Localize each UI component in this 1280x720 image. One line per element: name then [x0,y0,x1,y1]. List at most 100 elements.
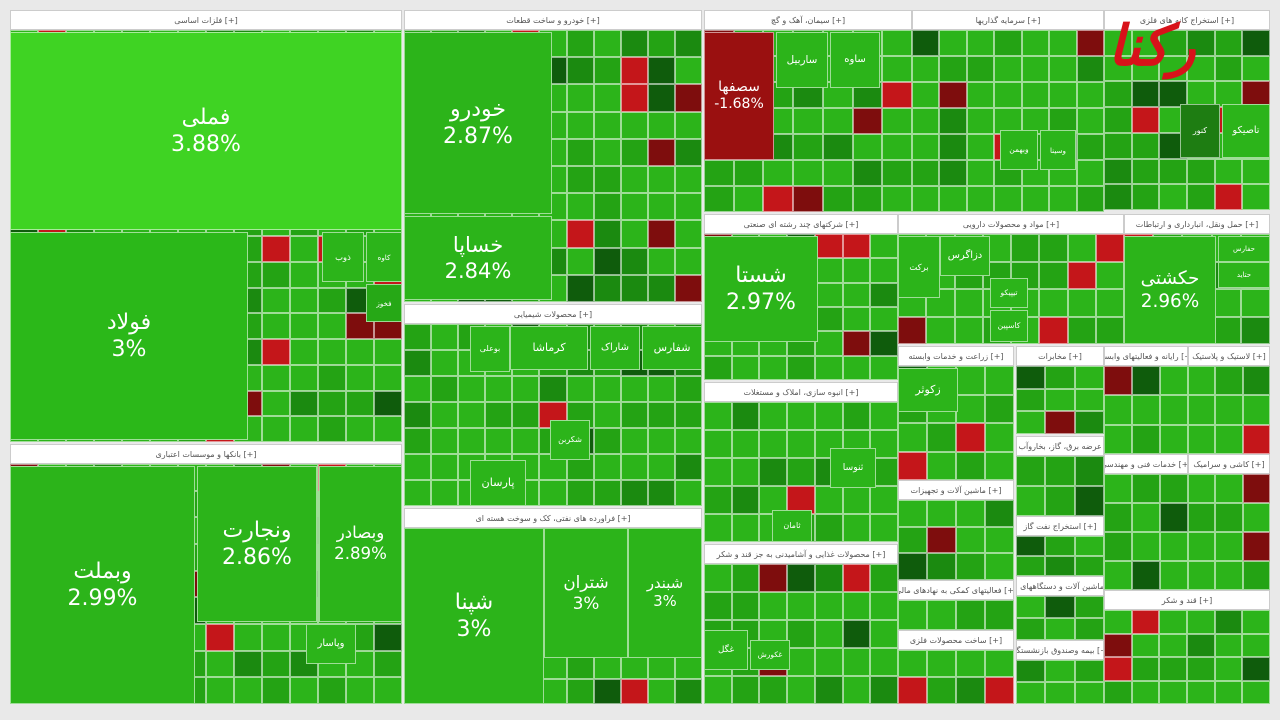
stock-tile[interactable]: حتاید [1218,262,1270,288]
stock-tile[interactable]: تاصیکو [1222,104,1270,158]
small-tile [704,356,732,380]
sector-header[interactable]: خدمات فنی و مهندسی [+] [1104,454,1188,474]
small-tile [374,339,402,365]
small-tile [594,679,621,704]
small-tile [823,108,853,134]
stock-label: برکت [909,261,929,272]
sector-header[interactable]: استخراج نفت گاز [+] [1016,516,1104,536]
stock-tile[interactable]: ثنوسا [830,448,876,488]
small-tile [234,651,262,677]
small-tile [985,395,1014,423]
small-tile [1039,289,1068,317]
small-tile [594,139,621,166]
stock-tile[interactable]: فخوز [366,284,402,322]
stock-tile[interactable]: شبندر 3% [628,528,702,658]
stock-tile[interactable]: غکورش [750,640,790,670]
sector-header[interactable]: قند و شکر [+] [1104,590,1270,610]
stock-tile[interactable]: کاوه [366,232,402,282]
sector-header[interactable]: لاستیک و پلاستیک [+] [1188,346,1270,366]
sector-header[interactable]: فراورده های نفتی، کک و سوخت هسته ای [+] [404,508,702,528]
sector-header[interactable]: حمل ونقل، انبارداری و ارتباطات [+] [1124,214,1270,234]
stock-tile[interactable]: فملی 3.88% [10,32,402,230]
small-tile [290,365,318,391]
small-tile [1096,262,1124,289]
sector-header[interactable]: فعالیتهای کمکی به نهادهای مالی [+] [898,580,1014,600]
small-tile [732,486,759,514]
stock-tile[interactable]: کنور [1180,104,1220,158]
stock-tile[interactable]: حکشتی 2.96% [1124,236,1216,344]
stock-tile[interactable]: خودرو 2.87% [404,32,552,214]
stock-tile[interactable]: وبهمن [1000,130,1038,170]
small-tile [1187,184,1215,210]
stock-tile[interactable]: ذوب [322,232,364,282]
stock-tile[interactable]: شکربن [550,420,590,460]
small-tile [898,317,926,344]
small-tile [1077,134,1104,160]
small-tile [704,186,734,212]
stock-tile[interactable]: شاراک [590,326,640,370]
small-tile [648,193,675,220]
sector-header[interactable]: شرکتهای چند رشته ای صنعتی [+] [704,214,898,234]
stock-tile[interactable]: ثامان [772,510,812,542]
small-tile [985,366,1014,395]
stock-tile[interactable]: خساپا 2.84% [404,216,552,300]
stock-tile[interactable]: شفارس [642,326,702,370]
stock-tile[interactable]: زکوثر [898,368,958,412]
sector-header[interactable]: رایانه و فعالیتهای وابسته [+] [1104,346,1188,366]
small-tile [853,186,882,212]
small-tile [823,160,853,186]
sector-header[interactable]: ماشین آلات و دستگاههای برقی [+] [1016,576,1104,596]
stock-tile[interactable]: غگل [704,630,748,670]
sector-header[interactable]: سرمایه گذاریها [+] [912,10,1104,30]
sector-header[interactable]: کاشی و سرامیک [+] [1188,454,1270,474]
stock-tile[interactable]: ونجارت 2.86% [197,466,317,622]
sector-header[interactable]: سیمان، آهک و گچ [+] [704,10,912,30]
small-tile [512,428,539,454]
small-tile [431,480,458,506]
small-tile [927,452,956,480]
sector-header[interactable]: انبوه سازی، املاک و مستغلات [+] [704,382,898,402]
stock-label: فملی [181,104,231,130]
sector-header[interactable]: استخراج کانه های فلزی [+] [1104,10,1270,30]
small-tile [815,620,843,648]
sector-header[interactable]: بیمه وصندوق بازنشستگی [+] [1016,640,1104,660]
small-tile [704,486,732,514]
stock-tile[interactable]: دزاگرس [940,236,990,276]
sector-header[interactable]: ماشین آلات و تجهیزات [+] [898,480,1014,500]
stock-tile[interactable]: تیپیکو [990,278,1028,308]
small-tile [567,193,594,220]
stock-tile[interactable]: کاسپین [990,310,1028,342]
stock-tile[interactable]: کرماشا [510,326,588,370]
stock-tile[interactable]: وبملت 2.99% [10,466,195,704]
stock-tile[interactable]: شتران 3% [544,528,628,658]
stock-tile[interactable]: شپنا 3% [404,528,544,704]
stock-tile[interactable]: وپاسار [306,624,356,664]
small-tile [956,600,985,630]
stock-tile[interactable]: سصفها -1.68% [704,32,774,160]
sector-header[interactable]: بانکها و موسسات اعتباری [+] [10,444,402,464]
sector-header[interactable]: عرضه برق، گاز، بخاروآب گرم [+] [1016,436,1104,456]
stock-tile[interactable]: برکت [898,236,940,298]
sector-header[interactable]: محصولات غذایی و آشامیدنی به جز قند و شکر… [704,544,898,564]
stock-tile[interactable]: ساربیل [776,32,828,88]
stock-tile[interactable]: فولاد 3% [10,232,248,440]
stock-change: 3% [572,593,600,613]
stock-tile[interactable]: حفارس [1218,236,1270,262]
sector-header[interactable]: مخابرات [+] [1016,346,1104,366]
stock-tile[interactable]: شستا 2.97% [704,236,818,342]
small-tile [994,56,1022,82]
small-tile [898,677,927,704]
sector-header[interactable]: ساخت محصولات فلزی [+] [898,630,1014,650]
stock-tile[interactable]: ساوه [830,32,880,88]
small-tile [675,220,702,248]
sector-header[interactable]: خودرو و ساخت قطعات [+] [404,10,702,30]
stock-tile[interactable]: وبصادر 2.89% [319,466,402,622]
stock-tile[interactable]: وسینا [1040,130,1076,170]
sector-header[interactable]: محصولات شیمیایی [+] [404,304,702,324]
stock-tile[interactable]: پارسان [470,460,526,506]
small-tile [763,160,793,186]
sector-header[interactable]: فلزات اساسی [+] [10,10,402,30]
stock-tile[interactable]: بوعلی [470,326,510,372]
sector-header[interactable]: مواد و محصولات دارویی [+] [898,214,1124,234]
sector-header[interactable]: زراعت و خدمات وابسته [+] [898,346,1014,366]
